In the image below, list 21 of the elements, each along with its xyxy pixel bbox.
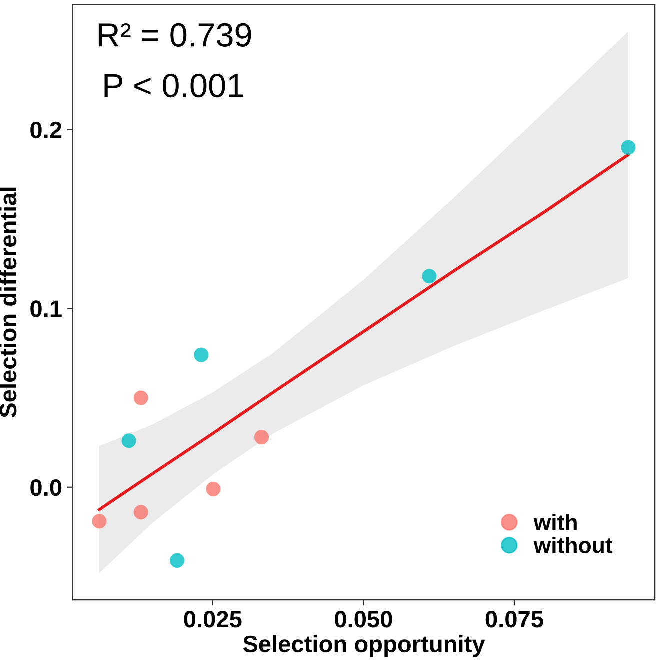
y-tick-label: 0.1: [30, 300, 62, 318]
annotation: R² = 0.739: [98, 23, 252, 47]
point: [134, 505, 148, 520]
point: [422, 269, 437, 284]
legend-label: without: [534, 537, 613, 554]
y-tick-label: 0.2: [30, 122, 62, 139]
point: [194, 348, 209, 362]
point: [206, 482, 221, 496]
x-tick-label: 0.050: [335, 611, 392, 628]
point: [134, 390, 148, 406]
point: [122, 434, 136, 448]
legend-label: with: [534, 514, 577, 530]
point: [621, 140, 636, 155]
point: [254, 430, 270, 445]
x-axis-title: Selection opportunity: [243, 635, 486, 658]
x-tick-label: 0.025: [184, 611, 242, 628]
y-tick-label: 0.0: [30, 479, 62, 496]
x-tick-label: 0.075: [486, 611, 544, 628]
annotation: P < 0.001: [104, 74, 244, 98]
point: [170, 553, 185, 568]
point: [92, 514, 107, 529]
